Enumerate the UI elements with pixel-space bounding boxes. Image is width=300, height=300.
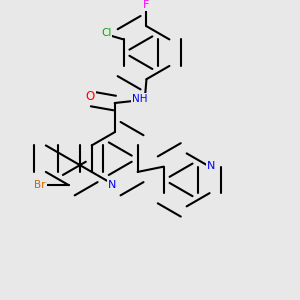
Text: O: O [85,90,94,103]
Text: Br: Br [34,180,46,190]
Text: N: N [108,180,116,190]
Text: NH: NH [132,94,148,104]
Text: N: N [207,161,215,171]
Text: F: F [143,0,150,10]
Text: Cl: Cl [101,28,111,38]
